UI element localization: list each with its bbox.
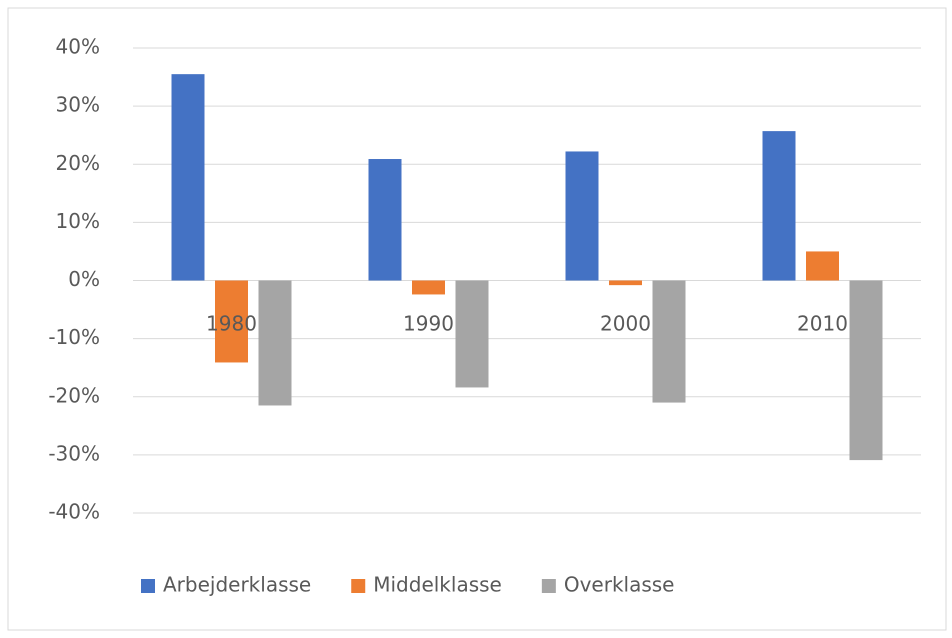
y-tick-label: 20% [56, 151, 100, 175]
x-tick-label: 1980 [206, 312, 257, 336]
bar [455, 280, 489, 388]
bar [368, 159, 402, 281]
bar [609, 280, 642, 286]
y-tick-label: 10% [56, 209, 100, 233]
y-tick-label: -20% [48, 383, 100, 407]
legend-label: Overklasse [564, 573, 675, 597]
legend-swatch [541, 579, 556, 593]
x-tick-label: 1990 [403, 312, 454, 336]
bar [762, 131, 796, 281]
legend-label: Middelklasse [373, 573, 502, 597]
legend-label: Arbejderklasse [163, 573, 311, 597]
y-tick-label: 40% [56, 35, 100, 59]
bar [565, 151, 599, 281]
bar [258, 280, 292, 406]
legend-swatch [141, 579, 155, 593]
x-tick-label: 2010 [797, 312, 848, 336]
y-tick-label: 0% [68, 267, 100, 291]
bar [849, 280, 883, 461]
y-tick-label: -10% [48, 325, 100, 349]
y-tick-label: 30% [56, 93, 100, 117]
y-tick-label: -40% [48, 500, 100, 524]
bar [652, 280, 686, 403]
bar [806, 251, 839, 281]
bar [171, 74, 205, 281]
y-tick-label: -30% [48, 441, 100, 465]
bar [412, 280, 445, 295]
x-tick-label: 2000 [600, 312, 651, 336]
legend-swatch [351, 579, 366, 593]
bar [215, 280, 248, 363]
